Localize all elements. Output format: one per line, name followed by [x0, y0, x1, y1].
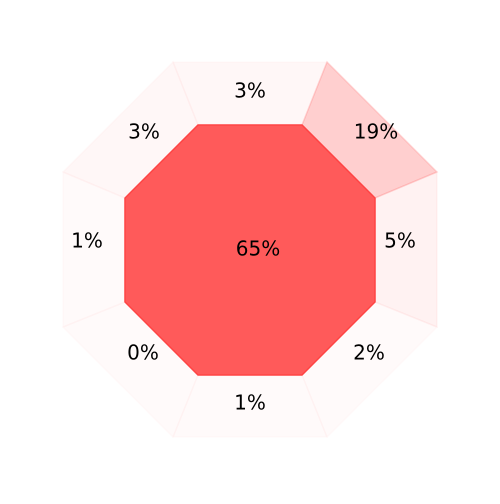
segment-label-top-left: 3% — [128, 120, 160, 144]
segment-label-bottom-left: 0% — [127, 341, 159, 365]
segment-label-top-right: 19% — [354, 120, 398, 144]
segment-label-right: 5% — [384, 229, 416, 253]
segment-top-left — [63, 62, 198, 198]
segment-label-bottom-right: 2% — [353, 341, 385, 365]
segment-label-bottom: 1% — [234, 391, 266, 415]
segment-label-left: 1% — [71, 229, 103, 253]
center-octagon — [124, 124, 376, 376]
segment-top — [173, 62, 327, 125]
segment-label-top: 3% — [234, 79, 266, 103]
value-labels: 65% 3% 19% 5% 2% 1% 0% 1% 3% — [71, 79, 416, 415]
center-value-label: 65% — [236, 237, 280, 261]
outer-ring-segments — [63, 60, 439, 329]
